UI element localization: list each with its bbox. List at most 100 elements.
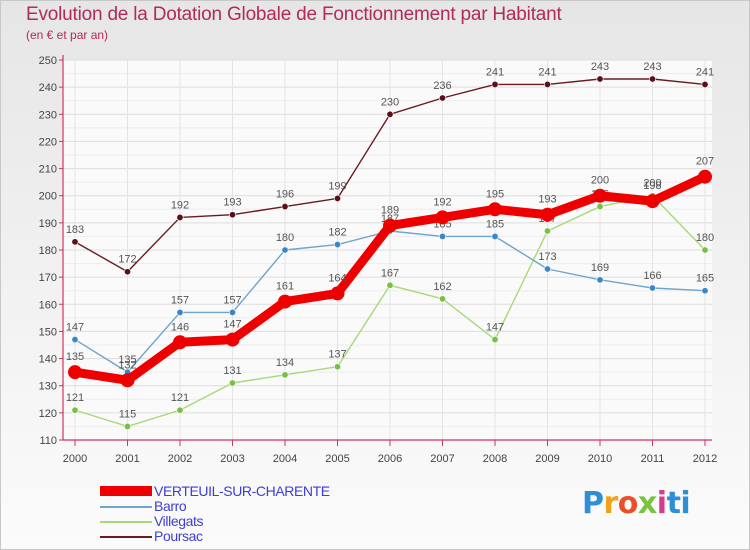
data-label-barro: 173 [538, 251, 556, 263]
data-point-verteuil [120, 373, 135, 388]
data-label-verteuil: 135 [66, 351, 84, 363]
data-point-verteuil [225, 332, 240, 347]
data-point-barro [648, 284, 656, 292]
data-label-verteuil: 132 [118, 359, 136, 371]
data-point-barro [491, 232, 499, 240]
data-point-barro [543, 265, 551, 273]
data-label-villegats: 121 [66, 392, 84, 404]
y-tick-label: 240 [39, 82, 57, 94]
y-tick-label: 150 [39, 326, 57, 338]
data-point-barro [176, 308, 184, 316]
data-point-villegats [229, 379, 237, 387]
data-point-poursac [701, 80, 709, 88]
data-label-verteuil: 192 [433, 196, 451, 208]
data-point-poursac [386, 110, 394, 118]
data-point-barro [596, 276, 604, 284]
data-label-verteuil: 189 [381, 205, 399, 217]
data-label-villegats: 137 [328, 349, 346, 361]
data-label-poursac: 193 [223, 197, 241, 209]
data-label-poursac: 196 [276, 189, 294, 201]
data-point-poursac [491, 80, 499, 88]
data-point-verteuil [68, 365, 82, 380]
x-tick-label: 2001 [115, 453, 139, 465]
data-point-verteuil [540, 207, 555, 222]
x-tick-label: 2009 [535, 453, 559, 465]
legend-label-barro: Barro [154, 498, 187, 514]
data-label-poursac: 243 [643, 61, 661, 73]
y-tick-label: 220 [39, 136, 57, 148]
data-point-poursac [229, 211, 237, 219]
data-point-barro [71, 336, 79, 344]
data-point-poursac [176, 213, 184, 221]
legend-swatch-barro [100, 506, 152, 508]
x-tick-label: 2004 [273, 453, 297, 465]
data-point-poursac [596, 75, 604, 83]
data-point-poursac [648, 75, 656, 83]
data-point-verteuil [435, 210, 450, 225]
data-label-verteuil: 147 [223, 319, 241, 331]
data-label-poursac: 230 [381, 96, 399, 108]
data-label-villegats: 147 [486, 322, 504, 334]
data-point-barro [438, 232, 446, 240]
x-tick-label: 2012 [693, 453, 717, 465]
data-label-poursac: 199 [328, 180, 346, 192]
x-tick-label: 2005 [325, 453, 349, 465]
data-point-poursac [333, 194, 341, 202]
x-tick-label: 2006 [378, 453, 402, 465]
data-point-verteuil [278, 294, 292, 309]
data-label-poursac: 172 [118, 254, 136, 266]
y-tick-label: 230 [39, 109, 57, 121]
y-tick-label: 130 [39, 381, 57, 393]
data-point-verteuil [330, 286, 345, 301]
data-point-villegats [701, 246, 709, 254]
y-tick-label: 120 [39, 408, 57, 420]
data-label-barro: 135 [118, 354, 136, 366]
data-label-poursac: 236 [433, 80, 451, 92]
legend-label-villegats: Villegats [154, 513, 204, 529]
data-label-barro: 185 [486, 218, 504, 230]
x-tick-label: 2002 [168, 453, 192, 465]
data-label-verteuil: 193 [538, 194, 556, 206]
data-point-poursac [281, 203, 289, 211]
chart-title: Evolution de la Dotation Globale de Fonc… [26, 4, 562, 25]
chart-subtitle: (en € et par an) [26, 28, 109, 42]
data-point-villegats [176, 406, 184, 414]
data-point-verteuil [383, 218, 397, 233]
data-label-verteuil: 207 [696, 156, 714, 168]
data-label-verteuil: 164 [328, 272, 346, 284]
legend-label-poursac: Poursac [154, 528, 203, 544]
data-point-poursac [438, 94, 446, 102]
data-label-verteuil: 146 [171, 321, 189, 333]
proxiti-logo: Proxiti [582, 486, 691, 521]
data-label-villegats: 131 [223, 365, 241, 377]
data-point-villegats [438, 295, 446, 303]
x-tick-label: 2000 [63, 453, 87, 465]
legend-swatch-villegats [100, 521, 152, 523]
data-label-poursac: 243 [591, 61, 609, 73]
data-label-villegats: 200 [643, 178, 661, 190]
y-tick-label: 250 [39, 55, 57, 67]
y-tick-label: 190 [39, 218, 57, 230]
data-label-barro: 157 [171, 294, 189, 306]
data-label-verteuil: 195 [486, 188, 504, 200]
data-label-verteuil: 161 [276, 281, 294, 293]
data-point-poursac [543, 80, 551, 88]
y-tick-label: 210 [39, 164, 57, 176]
data-point-villegats [124, 422, 132, 430]
data-label-villegats: 121 [171, 392, 189, 404]
data-point-villegats [491, 336, 499, 344]
x-tick-label: 2007 [430, 453, 454, 465]
data-point-villegats [543, 227, 551, 235]
data-label-villegats: 162 [433, 281, 451, 293]
data-point-verteuil [173, 335, 187, 350]
data-label-barro: 157 [223, 294, 241, 306]
y-tick-label: 180 [39, 245, 57, 257]
data-label-poursac: 183 [66, 224, 84, 236]
y-tick-label: 160 [39, 299, 57, 311]
y-tick-label: 140 [39, 354, 57, 366]
data-point-villegats [71, 406, 79, 414]
data-point-villegats [281, 371, 289, 379]
legend-swatch-poursac [100, 536, 152, 538]
x-tick-label: 2008 [483, 453, 507, 465]
